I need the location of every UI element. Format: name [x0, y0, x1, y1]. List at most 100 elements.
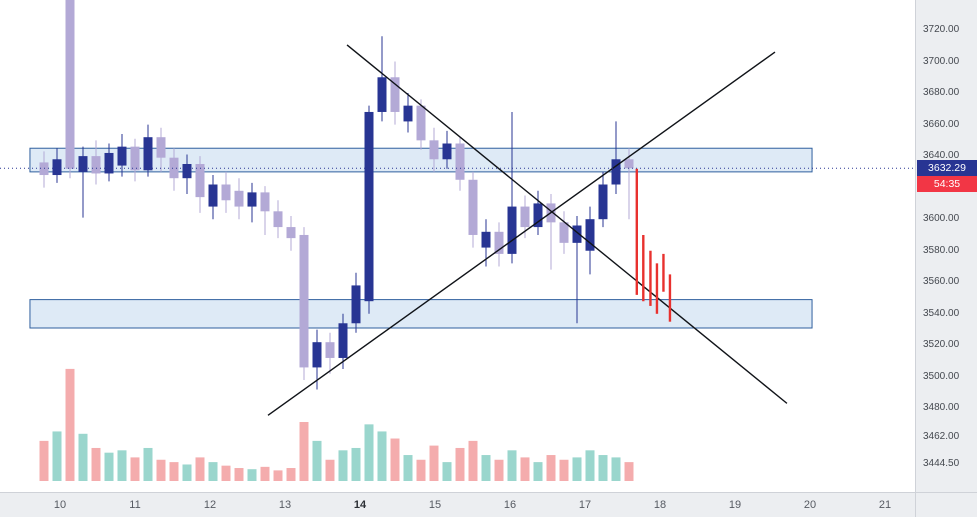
- time-tick-label: 11: [129, 499, 141, 511]
- volume-bar: [117, 450, 127, 481]
- candle-body: [91, 156, 101, 174]
- time-tick-label: 17: [578, 499, 592, 511]
- trendline[interactable]: [267, 51, 776, 416]
- time-tick-label: 15: [428, 499, 442, 511]
- candle-body: [611, 159, 621, 185]
- candle-body: [247, 192, 257, 207]
- candle-body: [156, 137, 166, 158]
- price-tick-label: 3444.50: [923, 458, 960, 470]
- price-tick-label: 3600.00: [923, 213, 960, 225]
- candle-body: [117, 146, 127, 166]
- volume-bar: [143, 447, 153, 481]
- candle-body: [273, 211, 283, 228]
- candle-body: [130, 146, 140, 171]
- volume-bar: [208, 462, 218, 481]
- volume-bar: [221, 465, 231, 481]
- volume-bar: [390, 438, 400, 481]
- volume-bar: [442, 462, 452, 481]
- time-tick-label: 16: [503, 499, 517, 511]
- candle-body: [416, 105, 426, 141]
- volume-bar: [572, 457, 582, 481]
- volume-bar: [195, 457, 205, 481]
- volume-bar: [351, 447, 361, 481]
- volume-bar: [169, 462, 179, 481]
- volume-bar: [65, 368, 75, 481]
- volume-bar: [611, 457, 621, 481]
- candle-body: [559, 222, 569, 243]
- price-tick-label: 3560.00: [923, 276, 960, 288]
- volume-bar: [39, 440, 49, 481]
- candle-body: [260, 192, 270, 212]
- candle-body: [533, 203, 543, 228]
- time-tick-label: 13: [278, 499, 292, 511]
- volume-bar: [260, 466, 270, 481]
- price-tick-label: 3580.00: [923, 244, 960, 256]
- candle-body: [351, 285, 361, 324]
- candle-body: [234, 190, 244, 207]
- price-tick-label: 3680.00: [923, 87, 960, 99]
- candle-body: [429, 140, 439, 160]
- volume-bar: [585, 450, 595, 481]
- candle-body: [455, 143, 465, 180]
- candle-body: [195, 164, 205, 198]
- volume-bar: [624, 462, 634, 481]
- trendline[interactable]: [346, 44, 788, 404]
- volume-bar: [559, 459, 569, 481]
- time-tick-label: 12: [203, 499, 217, 511]
- volume-bar: [182, 464, 192, 481]
- volume-bar: [455, 447, 465, 481]
- volume-bar: [299, 422, 309, 481]
- candle-body: [481, 231, 491, 248]
- candle-body: [468, 179, 478, 235]
- price-tick-label: 3660.00: [923, 118, 960, 130]
- volume-bar: [377, 431, 387, 481]
- volume-bar: [338, 450, 348, 481]
- volume-bar: [247, 469, 257, 481]
- volume-bar: [104, 452, 114, 481]
- candle-body: [286, 227, 296, 239]
- volume-bar: [286, 468, 296, 481]
- time-tick-label: 21: [878, 499, 892, 511]
- time-tick-label: 19: [728, 499, 742, 511]
- volume-bar: [78, 433, 88, 481]
- price-tick-label: 3540.00: [923, 307, 960, 319]
- volume-bar: [364, 424, 374, 481]
- countdown-timer: 54:35: [917, 176, 977, 193]
- candle-body: [494, 231, 504, 254]
- candle-body: [624, 159, 634, 169]
- candle-body: [78, 156, 88, 172]
- price-tick-label: 3700.00: [923, 55, 960, 67]
- axis-corner: [915, 492, 977, 517]
- volume-bar: [91, 447, 101, 481]
- time-tick-label: 18: [653, 499, 667, 511]
- candle-body: [598, 184, 608, 220]
- candle-body: [65, 0, 75, 169]
- time-tick-label: 14: [353, 499, 367, 511]
- candle-body: [520, 206, 530, 228]
- volume-bar: [156, 459, 166, 481]
- candle-body: [377, 77, 387, 112]
- volume-bar: [468, 440, 478, 481]
- candle-body: [182, 164, 192, 179]
- volume-bar: [533, 462, 543, 481]
- price-zone[interactable]: [29, 299, 813, 329]
- price-tick-label: 3720.00: [923, 23, 960, 35]
- volume-bar: [494, 459, 504, 481]
- volume-bar: [325, 459, 335, 481]
- chart-plot-area[interactable]: [0, 0, 915, 492]
- time-tick-label: 10: [53, 499, 67, 511]
- candle-body: [507, 206, 517, 254]
- volume-bar: [273, 470, 283, 481]
- chart-canvas: [0, 0, 915, 481]
- volume-bar: [546, 455, 556, 481]
- candle-body: [221, 184, 231, 201]
- price-axis[interactable]: 3632.29 54:35 3720.00 3700.00 3680.00 3660.…: [915, 0, 977, 492]
- candle-body: [208, 184, 218, 207]
- volume-bar: [312, 440, 322, 481]
- price-tick-label: 3462.00: [923, 430, 960, 442]
- price-tick-label: 3480.00: [923, 402, 960, 414]
- price-tick-label: 3520.00: [923, 339, 960, 351]
- time-axis[interactable]: 10 11 12 13 14 15 16 17 18 19 20 21: [0, 492, 915, 517]
- volume-bar: [52, 431, 62, 481]
